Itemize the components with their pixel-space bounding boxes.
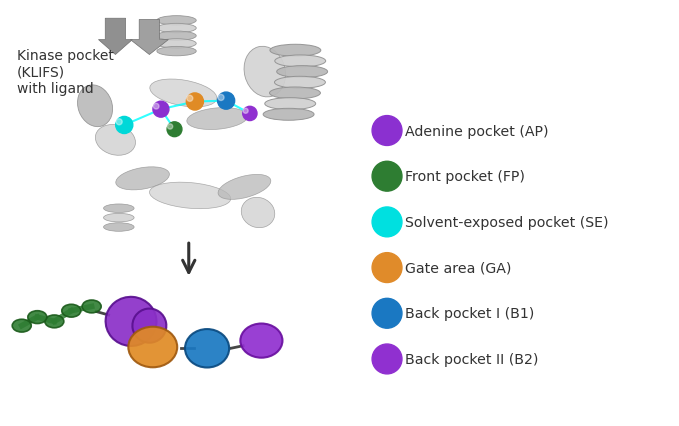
Circle shape xyxy=(116,119,122,126)
Circle shape xyxy=(115,117,133,134)
Circle shape xyxy=(372,162,402,192)
Ellipse shape xyxy=(241,198,275,228)
Circle shape xyxy=(372,299,402,328)
Text: Solvent-exposed pocket (SE): Solvent-exposed pocket (SE) xyxy=(405,216,608,229)
Ellipse shape xyxy=(157,32,196,41)
Ellipse shape xyxy=(270,88,320,100)
Ellipse shape xyxy=(12,320,31,332)
Ellipse shape xyxy=(187,108,248,130)
Ellipse shape xyxy=(157,40,196,49)
Ellipse shape xyxy=(240,324,282,358)
Ellipse shape xyxy=(157,47,196,57)
Ellipse shape xyxy=(244,47,286,98)
Ellipse shape xyxy=(157,17,196,26)
Circle shape xyxy=(372,207,402,237)
Ellipse shape xyxy=(116,167,169,190)
Ellipse shape xyxy=(95,125,136,156)
Ellipse shape xyxy=(265,98,316,110)
Ellipse shape xyxy=(270,45,320,57)
Ellipse shape xyxy=(275,56,326,68)
Text: Back pocket I (B1): Back pocket I (B1) xyxy=(405,307,534,320)
Circle shape xyxy=(372,116,402,146)
Text: Adenine pocket (AP): Adenine pocket (AP) xyxy=(405,124,548,138)
Ellipse shape xyxy=(77,86,113,127)
Ellipse shape xyxy=(45,315,64,328)
Ellipse shape xyxy=(149,183,231,209)
Ellipse shape xyxy=(106,297,156,346)
Ellipse shape xyxy=(82,300,101,313)
Circle shape xyxy=(372,253,402,283)
Ellipse shape xyxy=(274,77,325,89)
Ellipse shape xyxy=(157,24,196,34)
Ellipse shape xyxy=(263,109,314,121)
Text: Kinase pocket
(KLIFS)
with ligand: Kinase pocket (KLIFS) with ligand xyxy=(17,49,114,95)
Text: Back pocket II (B2): Back pocket II (B2) xyxy=(405,352,538,366)
Circle shape xyxy=(153,104,159,110)
Ellipse shape xyxy=(128,327,177,367)
Text: Gate area (GA): Gate area (GA) xyxy=(405,261,511,275)
Ellipse shape xyxy=(28,311,47,324)
Ellipse shape xyxy=(276,66,327,78)
Circle shape xyxy=(217,93,235,110)
Circle shape xyxy=(168,124,172,130)
Polygon shape xyxy=(98,19,132,55)
Circle shape xyxy=(153,102,169,118)
Ellipse shape xyxy=(218,175,271,200)
Polygon shape xyxy=(130,20,168,55)
Circle shape xyxy=(167,123,182,137)
Ellipse shape xyxy=(104,204,134,213)
Circle shape xyxy=(187,96,193,102)
Circle shape xyxy=(218,95,224,101)
Text: Front pocket (FP): Front pocket (FP) xyxy=(405,170,525,184)
Circle shape xyxy=(372,344,402,374)
Ellipse shape xyxy=(150,80,217,108)
Circle shape xyxy=(186,94,204,111)
Circle shape xyxy=(243,107,257,121)
Ellipse shape xyxy=(104,223,134,232)
Ellipse shape xyxy=(62,305,81,317)
Circle shape xyxy=(243,109,249,114)
Ellipse shape xyxy=(104,214,134,222)
Ellipse shape xyxy=(132,309,166,343)
Ellipse shape xyxy=(185,329,230,368)
